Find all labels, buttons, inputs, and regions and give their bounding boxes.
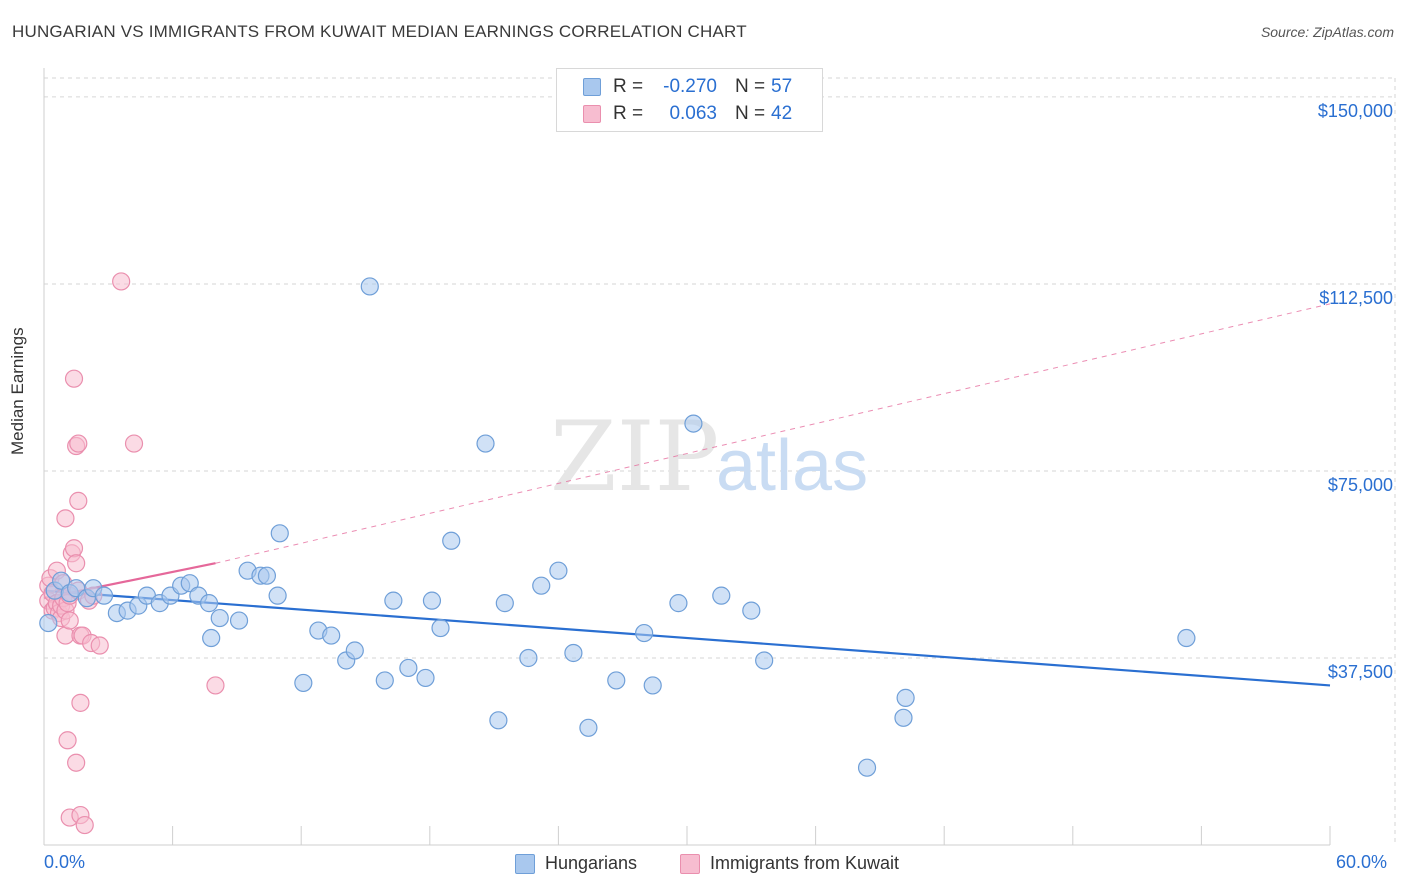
chart-title: HUNGARIAN VS IMMIGRANTS FROM KUWAIT MEDI… [12,22,747,41]
data-point [442,531,461,550]
data-point [206,676,225,695]
trend-line-extension [215,303,1331,564]
data-point [257,566,277,585]
data-point [67,554,86,573]
data-point [399,658,418,678]
data-point [345,641,364,660]
legend-r-label: R = [613,76,644,97]
data-point [896,688,915,707]
data-point [549,561,568,580]
legend-r-value: 0.063 [669,103,717,124]
data-point [375,671,394,690]
data-point [564,643,583,663]
data-point [64,539,84,558]
data-point [90,636,109,655]
trend-line [43,589,1331,687]
legend-r-label: R = [613,103,644,124]
legend-label: Immigrants from Kuwait [710,853,900,873]
data-point [60,611,79,630]
data-point [294,673,313,693]
data-point [360,277,379,296]
data-points [39,272,1196,835]
data-point [229,611,249,630]
legend-label: Hungarians [545,853,638,873]
data-point [669,594,688,613]
data-point [180,574,199,593]
data-point [199,594,219,613]
data-point [857,758,877,777]
legend-n-value: 42 [771,103,793,124]
data-point [635,623,654,643]
data-point [56,509,75,528]
y-tick-labels: $37,500 $75,000 $112,500 $150,000 [1318,101,1393,682]
y-tick-label: $150,000 [1318,101,1393,121]
data-point [69,491,88,510]
data-point [52,571,71,590]
data-point [322,626,341,645]
data-point [416,668,435,688]
legend-n-label: N = [735,76,766,97]
y-axis-title: Median Earnings [8,327,27,455]
data-point [422,591,442,610]
data-point [643,676,662,695]
data-point [270,524,289,543]
data-point [75,815,94,835]
legend-r-value: -0.270 [663,76,717,97]
correlation-legend: R = -0.270 N = 57 R = 0.063 N = 42 [556,68,823,132]
legend-swatch-blue [583,78,601,96]
data-point [495,594,514,613]
legend-swatch-pink [583,105,601,123]
y-tick-label: $37,500 [1328,662,1393,682]
data-point [476,434,495,453]
data-point [755,651,774,670]
data-point [64,369,84,388]
data-point [210,608,229,628]
data-point [94,586,114,605]
legend-row-kuwait: R = 0.063 N = 42 [557,101,822,127]
data-point [742,601,761,620]
data-point [71,693,90,712]
data-point [579,718,598,737]
x-min-label: 0.0% [44,852,86,872]
data-point [894,708,913,727]
y-tick-label: $75,000 [1328,475,1393,495]
series-legend: Hungarians Immigrants from Kuwait [0,852,1406,876]
data-point [384,591,403,610]
data-point [202,628,221,648]
legend-swatch-blue [515,854,535,874]
data-point [519,648,538,668]
legend-row-hungarians: R = -0.270 N = 57 [557,74,822,100]
watermark: ZIP atlas [550,401,868,513]
data-point [69,434,88,453]
legend-swatch-pink [680,854,700,874]
data-point [112,272,131,291]
data-point [712,586,731,605]
source-label: Source: ZipAtlas.com [1260,24,1394,40]
legend-n-label: N = [735,103,766,124]
data-point [58,731,77,750]
axes [43,68,1331,846]
data-point [124,434,144,453]
data-point [39,613,58,633]
data-point [532,576,551,595]
data-point [684,414,703,433]
data-point [67,753,86,772]
y-tick-label: $112,500 [1319,288,1393,308]
legend-n-value: 57 [771,76,793,97]
data-point [489,711,508,730]
data-point [268,586,287,605]
watermark-atlas: atlas [716,426,868,506]
x-max-label: 60.0% [1336,852,1388,872]
data-point [1177,628,1196,648]
data-point [607,671,626,690]
data-point [431,618,450,638]
